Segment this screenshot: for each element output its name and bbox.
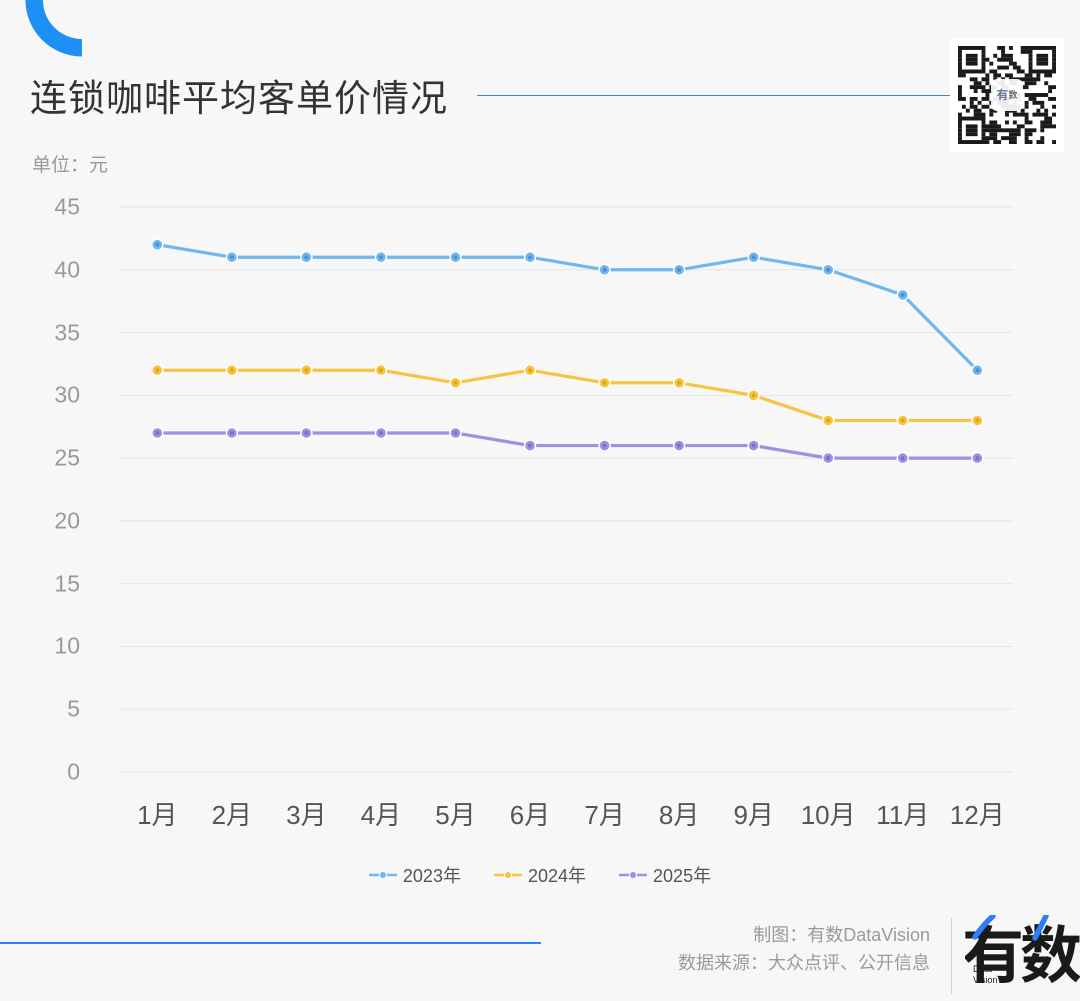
- svg-text:Vision: Vision: [973, 975, 997, 985]
- svg-text:Data: Data: [973, 964, 992, 974]
